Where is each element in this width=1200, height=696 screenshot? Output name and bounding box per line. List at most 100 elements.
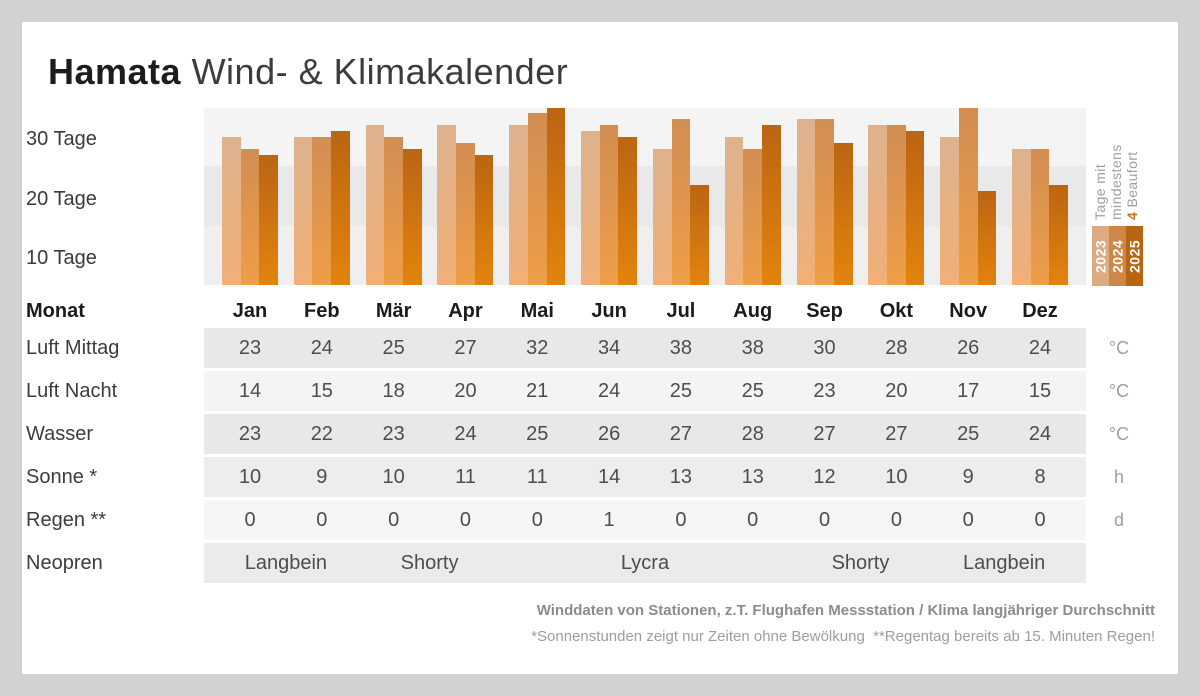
cell-luft-okt: 20: [885, 380, 908, 402]
ytick-label-20-tage: 20 Tage: [26, 188, 97, 210]
cell-sonne-okt: 10: [885, 466, 908, 488]
row-label-luft-nacht: Luft Nacht: [26, 380, 118, 402]
row-band-5: [204, 500, 1086, 540]
cell-luft-mai: 32: [526, 337, 549, 359]
cell-sonne-sep: 12: [813, 466, 836, 488]
cell-wasser-jul: 27: [669, 423, 693, 445]
chart-bar-2025-jan: [259, 155, 278, 285]
chart-bar-2025-mär: [402, 149, 422, 285]
chart-bar-2025-apr: [474, 155, 494, 285]
cell-wasser-jun: 26: [597, 423, 621, 445]
chart-bar-2023-dez: [1012, 149, 1031, 285]
neopren-zone-shorty: Shorty: [400, 552, 459, 574]
cell-luft-sep: 23: [813, 380, 836, 402]
cell-regen-nov: 0: [962, 509, 974, 531]
legend-title-line-1: Tage mit: [1092, 163, 1108, 220]
cell-luft-apr: 27: [454, 337, 477, 359]
chart-bar-2025-feb: [331, 131, 350, 285]
cell-regen-jun: 1: [603, 509, 615, 531]
chart-bar-2023-nov: [940, 137, 959, 285]
row-label-wasser: Wasser: [26, 423, 94, 445]
neopren-zone-langbein: Langbein: [244, 552, 328, 574]
title-brand: Hamata: [48, 51, 182, 92]
row-label-neopren: Neopren: [26, 552, 103, 574]
chart-bar-2023-mai: [509, 125, 528, 285]
cell-sonne-mai: 11: [526, 466, 548, 488]
chart-bar-2024-jan: [240, 149, 260, 285]
cell-regen-jan: 0: [244, 509, 256, 531]
neopren-zone-shorty: Shorty: [831, 552, 890, 574]
month-header-dez: Dez: [1022, 300, 1058, 322]
cell-luft-apr: 20: [454, 380, 477, 402]
cell-luft-jun: 34: [597, 337, 621, 359]
month-header-okt: Okt: [879, 300, 914, 322]
chart-bar-2023-feb: [293, 137, 313, 285]
cell-sonne-dez: 8: [1034, 466, 1046, 488]
row-band-3: [204, 414, 1086, 454]
legend-title-line-3: 4 Beaufort: [1124, 118, 1140, 220]
row-band-2: [204, 371, 1086, 411]
unit-5: d: [1113, 510, 1124, 530]
title-subtitle: Wind- & Klimakalender: [181, 51, 569, 92]
neopren-zone-lycra: Lycra: [620, 552, 670, 574]
chart-bar-2023-okt: [868, 125, 888, 285]
chart-grid-band-1: [204, 108, 1086, 166]
cell-luft-aug: 25: [741, 380, 764, 402]
legend-beaufort-number: 4: [1124, 211, 1140, 220]
cell-luft-nov: 26: [957, 337, 980, 359]
cell-luft-jan: 14: [238, 380, 262, 402]
month-header-mai: Mai: [520, 300, 554, 322]
unit-4: h: [1113, 467, 1124, 487]
row-band-1: [204, 328, 1086, 368]
cell-regen-dez: 0: [1034, 509, 1046, 531]
cell-luft-feb: 15: [310, 380, 333, 402]
chart-bar-2025-aug: [762, 125, 781, 285]
chart-bar-2024-jun: [599, 125, 619, 285]
cell-sonne-jun: 14: [597, 466, 621, 488]
ytick-label-30-tage: 30 Tage: [26, 128, 97, 150]
chart-bar-2024-nov: [958, 108, 978, 285]
cell-wasser-apr: 24: [454, 423, 477, 445]
month-header-feb: Feb: [304, 300, 340, 322]
row-band-6: [204, 543, 1086, 583]
month-header-aug: Aug: [733, 300, 773, 322]
cell-wasser-okt: 27: [885, 423, 908, 445]
chart-bar-2025-nov: [977, 191, 997, 285]
month-header-apr: Apr: [448, 300, 483, 322]
month-header-label: Monat: [26, 300, 85, 322]
cell-sonne-aug: 13: [741, 466, 764, 488]
cell-luft-jan: 23: [238, 337, 262, 359]
month-header-jul: Jul: [666, 300, 696, 322]
chart-bar-2024-aug: [743, 149, 763, 285]
cell-sonne-jul: 13: [669, 466, 693, 488]
row-label-sonne: Sonne *: [26, 466, 98, 488]
month-header-jan: Jan: [232, 300, 268, 322]
cell-wasser-aug: 28: [741, 423, 764, 445]
cell-luft-jun: 24: [597, 380, 621, 402]
cell-sonne-apr: 11: [455, 466, 476, 488]
chart-bar-2025-jul: [690, 185, 709, 285]
legend-beaufort-text: Beaufort: [1124, 151, 1140, 212]
cell-luft-dez: 24: [1028, 337, 1052, 359]
unit-1: °C: [1108, 338, 1130, 358]
cell-luft-aug: 38: [741, 337, 764, 359]
chart-bar-2023-apr: [437, 125, 457, 285]
chart-bar-2023-jan: [222, 137, 241, 285]
chart-bar-2024-jul: [671, 119, 691, 285]
cell-regen-jul: 0: [675, 509, 687, 531]
chart-bar-2025-okt: [905, 131, 925, 285]
cell-regen-mär: 0: [388, 509, 400, 531]
footer-source-note: Winddaten von Stationen, z.T. Flughafen …: [536, 602, 1155, 619]
cell-luft-dez: 15: [1028, 380, 1052, 402]
ytick-label-10-tage: 10 Tage: [26, 247, 97, 269]
chart-bar-2023-jul: [652, 149, 672, 285]
neopren-zone-langbein: Langbein: [962, 552, 1046, 574]
chart-bar-2024-okt: [887, 125, 906, 285]
chart-bar-2024-dez: [1030, 149, 1050, 285]
chart-bar-2024-feb: [312, 137, 332, 285]
cell-luft-feb: 24: [310, 337, 333, 359]
legend-year-2024: 2024: [1109, 226, 1126, 286]
cell-regen-mai: 0: [531, 509, 543, 531]
row-label-luft-mittag: Luft Mittag: [26, 337, 120, 359]
